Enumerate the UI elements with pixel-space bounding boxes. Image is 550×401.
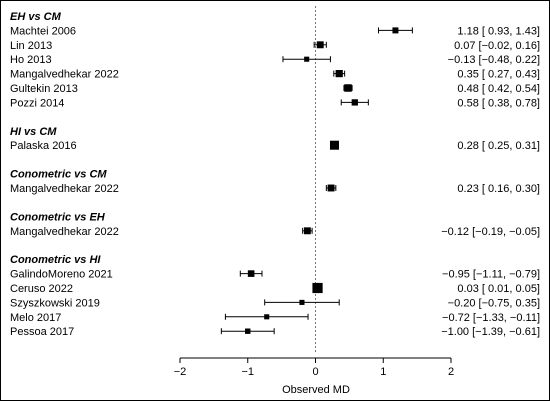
effect-size-text: 0.35 [ 0.27, 0.43] [457, 69, 540, 81]
study-label: Pessoa 2017 [10, 326, 74, 338]
effect-size-text: 0.23 [ 0.16, 0.30] [457, 183, 540, 195]
point-estimate [304, 56, 310, 62]
effect-size-text: 0.03 [ 0.01, 0.05] [457, 283, 540, 295]
study-label: Gultekin 2013 [10, 83, 78, 95]
effect-size-text: −1.00 [−1.39, −0.61] [441, 326, 540, 338]
point-estimate [344, 84, 352, 92]
effect-size-text: −0.12 [−0.19, −0.05] [441, 226, 540, 238]
study-label: Machtei 2006 [10, 25, 76, 37]
point-estimate [392, 27, 399, 34]
study-label: Melo 2017 [10, 312, 61, 324]
x-tick-label: 2 [448, 366, 454, 378]
forest-rows: EH vs CM Machtei 2006 1.18 [ 0.93, 1.43] Li… [10, 6, 540, 352]
x-tick-label: −1 [241, 366, 254, 378]
study-label: Ho 2013 [10, 54, 52, 66]
x-tick-label: −2 [174, 366, 187, 378]
effect-size-text: 0.58 [ 0.38, 0.78] [457, 97, 540, 109]
effect-size-text: −0.20 [−0.75, 0.35] [448, 297, 540, 309]
point-estimate [299, 299, 305, 305]
study-label: Palaska 2016 [10, 140, 77, 152]
effect-size-text: −0.95 [−1.11, −0.79] [442, 269, 540, 281]
study-label: Szyszkowski 2019 [10, 297, 100, 309]
study-label: Lin 2013 [10, 40, 52, 52]
group-header: Conometric vs HI [10, 254, 101, 266]
point-estimate [327, 184, 335, 192]
effect-size-text: 1.18 [ 0.93, 1.43] [457, 25, 540, 37]
study-label: Mangalvedhekar 2022 [10, 226, 119, 238]
effect-size-text: 0.48 [ 0.42, 0.54] [457, 83, 540, 95]
point-estimate [351, 99, 358, 106]
point-estimate [312, 282, 323, 294]
point-estimate [329, 140, 339, 150]
point-estimate [245, 328, 251, 334]
x-axis-label: Observed MD [282, 384, 350, 396]
study-label: Mangalvedhekar 2022 [10, 183, 119, 195]
effect-size-text: 0.28 [ 0.25, 0.31] [457, 140, 540, 152]
group-header: HI vs CM [10, 126, 57, 138]
point-estimate [264, 314, 270, 320]
x-axis: −2 −1 0 1 2 [174, 357, 454, 378]
point-estimate [303, 227, 311, 235]
x-tick-label: 0 [312, 366, 318, 378]
study-label: GalindoMoreno 2021 [10, 269, 113, 281]
point-estimate [335, 70, 343, 78]
effect-size-text: −0.72 [−1.33, −0.11] [442, 312, 540, 324]
effect-size-text: 0.07 [−0.02, 0.16] [454, 40, 540, 52]
study-label: Pozzi 2014 [10, 97, 64, 109]
effect-size-text: −0.13 [−0.48, 0.22] [448, 54, 540, 66]
point-estimate [316, 41, 324, 49]
group-header: EH vs CM [10, 11, 62, 23]
point-estimate [247, 270, 255, 277]
group-header: Conometric vs CM [10, 169, 107, 181]
study-label: Mangalvedhekar 2022 [10, 69, 119, 81]
group-header: Conometric vs EH [10, 211, 106, 223]
study-label: Ceruso 2022 [10, 283, 73, 295]
x-tick-label: 1 [380, 366, 386, 378]
